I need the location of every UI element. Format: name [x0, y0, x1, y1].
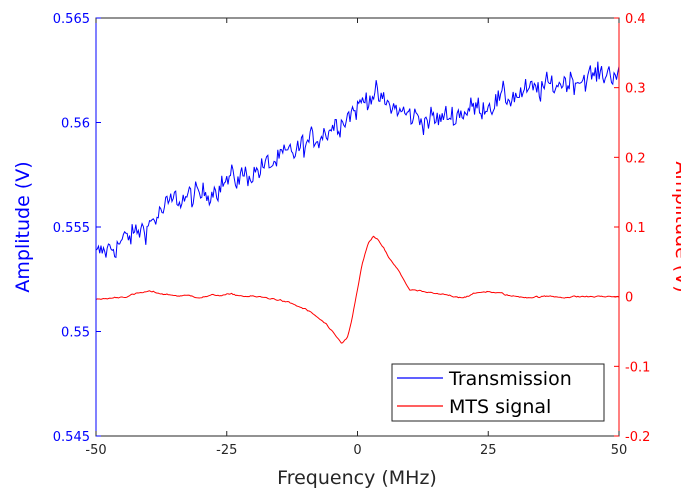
right-y-tick-label: -0.2 — [625, 430, 650, 445]
left-y-tick-label: 0.565 — [53, 12, 90, 27]
left-y-tick-label: 0.55 — [61, 326, 90, 341]
x-tick-label: 50 — [611, 443, 628, 458]
left-y-tick-label: 0.555 — [53, 221, 90, 236]
right-y-tick-label: 0.4 — [625, 12, 646, 27]
right-y-axis: -0.2 -0.1 0 0.1 0.2 0.3 0.4 — [614, 12, 650, 445]
x-axis: -50 -25 0 25 50 — [85, 18, 627, 458]
left-y-tick-label: 0.545 — [53, 430, 90, 445]
x-tick-label: -25 — [216, 443, 237, 458]
legend-label-transmission: Transmission — [448, 368, 572, 390]
transmission-line — [95, 61, 620, 259]
legend-label-mts: MTS signal — [449, 396, 551, 418]
right-y-tick-label: 0 — [625, 291, 633, 306]
series-layer — [95, 61, 620, 344]
mts-signal-line — [95, 235, 620, 344]
x-tick-label: -50 — [85, 443, 106, 458]
right-y-tick-label: 0.2 — [625, 151, 646, 166]
x-tick-label: 0 — [353, 443, 361, 458]
right-y-axis-label: Amplitude (V) — [671, 161, 681, 292]
x-axis-label: Frequency (MHz) — [277, 467, 437, 489]
right-y-tick-label: 0.1 — [625, 221, 646, 236]
legend: Transmission MTS signal — [391, 363, 605, 422]
left-y-tick-label: 0.56 — [61, 117, 90, 132]
right-y-tick-label: 0.3 — [625, 82, 646, 97]
left-y-axis-label: Amplitude (V) — [12, 161, 34, 292]
x-tick-label: 25 — [480, 443, 497, 458]
legend-box — [391, 363, 605, 422]
right-y-tick-label: -0.1 — [625, 360, 650, 375]
left-y-axis: 0.545 0.55 0.555 0.56 0.565 — [53, 12, 101, 445]
